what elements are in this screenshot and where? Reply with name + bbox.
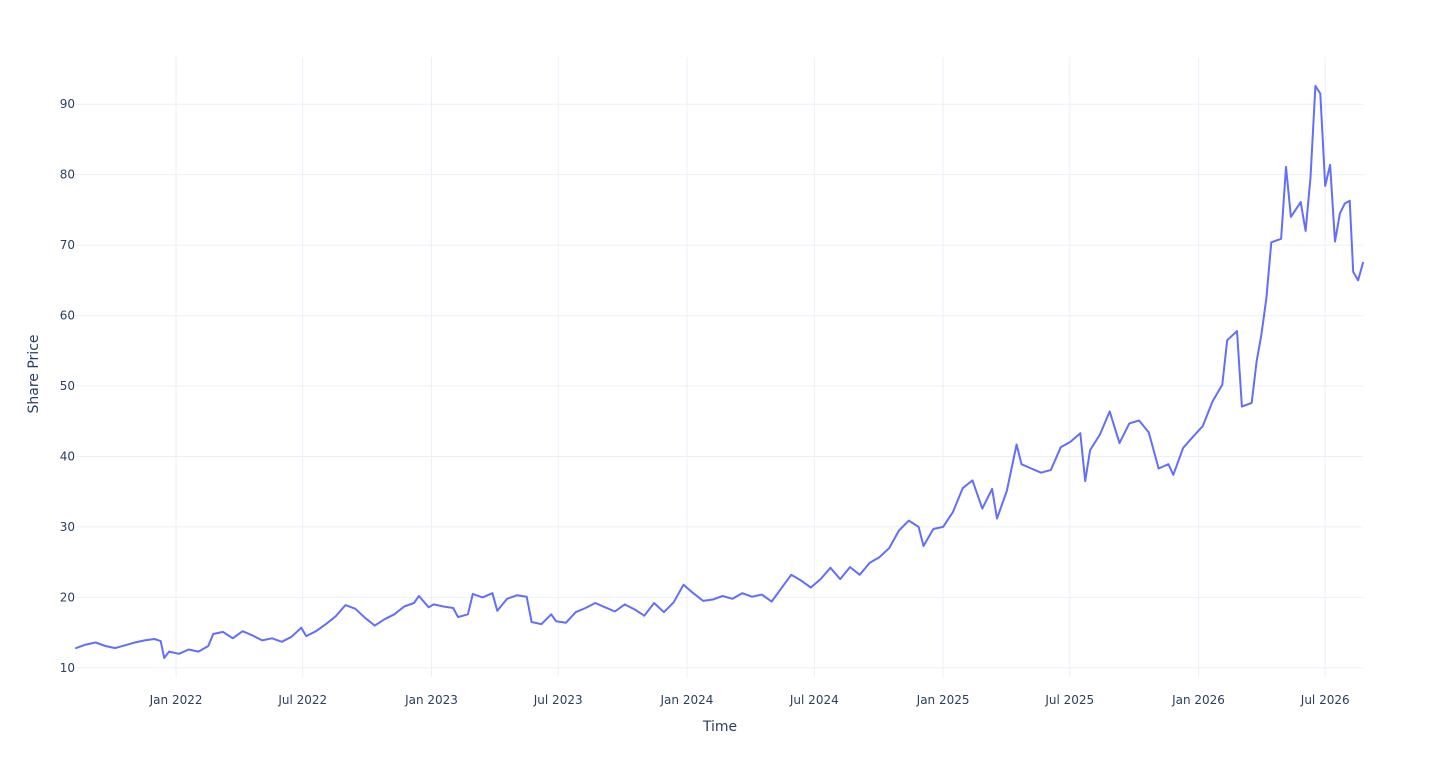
x-tick-label: Jan 2026 bbox=[1171, 693, 1225, 707]
x-tick-label: Jul 2025 bbox=[1044, 693, 1094, 707]
y-tick-label: 80 bbox=[60, 168, 75, 182]
x-tick-label: Jan 2023 bbox=[404, 693, 458, 707]
x-tick-label: Jan 2022 bbox=[149, 693, 203, 707]
x-tick-label: Jan 2025 bbox=[916, 693, 970, 707]
y-gridlines bbox=[76, 103, 1363, 669]
y-tick-label: 50 bbox=[60, 379, 75, 393]
x-gridlines bbox=[175, 57, 1326, 677]
y-tick-label: 40 bbox=[60, 449, 75, 463]
x-axis-title: Time bbox=[702, 719, 737, 735]
x-tick-label: Jul 2023 bbox=[533, 693, 583, 707]
x-tick-labels: Jan 2022 Jul 2022 Jan 2023 Jul 2023 Jan 2024… bbox=[149, 693, 1350, 707]
series-layer bbox=[75, 84, 1364, 659]
y-axis-title: Share Price bbox=[26, 334, 42, 413]
y-tick-label: 60 bbox=[60, 309, 75, 323]
x-tick-label: Jul 2026 bbox=[1300, 693, 1350, 707]
x-tick-label: Jan 2024 bbox=[660, 693, 714, 707]
y-tick-labels: 10 20 30 40 50 60 70 80 90 bbox=[60, 97, 75, 675]
y-tick-label: 20 bbox=[60, 590, 75, 604]
y-tick-label: 30 bbox=[60, 520, 75, 534]
y-tick-label: 10 bbox=[60, 661, 75, 675]
x-tick-label: Jul 2024 bbox=[789, 693, 839, 707]
x-tick-label: Jul 2022 bbox=[277, 693, 327, 707]
y-tick-label: 90 bbox=[60, 97, 75, 111]
share-price-series-line bbox=[75, 84, 1364, 659]
y-tick-label: 70 bbox=[60, 238, 75, 252]
